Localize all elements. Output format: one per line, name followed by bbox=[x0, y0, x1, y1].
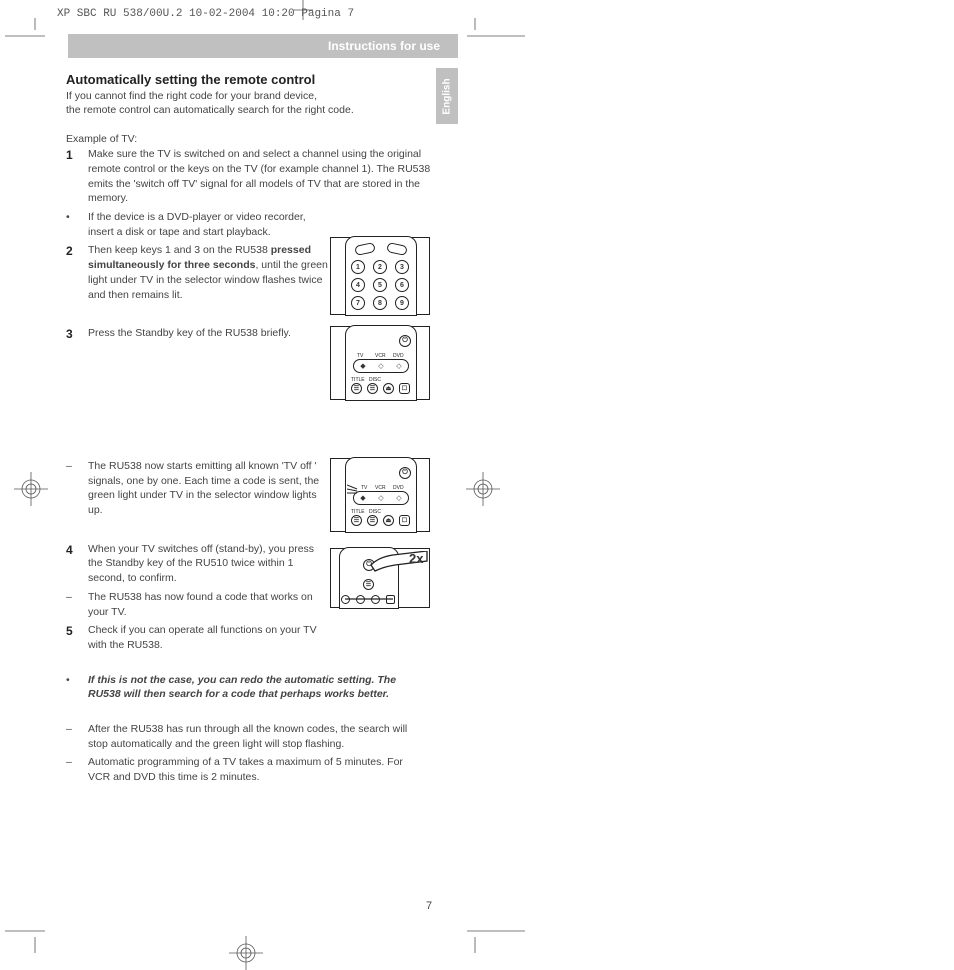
crop-mark-tr bbox=[455, 18, 525, 43]
keypad-1: 1 bbox=[351, 260, 365, 274]
dash-icon: – bbox=[66, 590, 88, 605]
header-bar-title: Instructions for use bbox=[328, 39, 440, 53]
remote-illustration-keypad: 1 2 3 4 5 6 7 8 9 bbox=[330, 237, 430, 315]
step-5-text: Check if you can operate all functions o… bbox=[88, 623, 328, 652]
step-4b-text: The RU538 has now found a code that work… bbox=[88, 590, 328, 619]
step-2-num: 2 bbox=[66, 243, 88, 260]
step-4-num: 4 bbox=[66, 542, 88, 559]
crop-mark-tl bbox=[5, 18, 55, 43]
language-label: English bbox=[442, 78, 453, 114]
section-title: Automatically setting the remote control bbox=[66, 72, 436, 87]
end-2-text: Automatic programming of a TV takes a ma… bbox=[88, 755, 408, 784]
example-label: Example of TV: bbox=[66, 133, 436, 145]
bullet-icon: • bbox=[66, 210, 88, 225]
content-body: Automatically setting the remote control… bbox=[66, 72, 436, 789]
dash-icon: – bbox=[66, 722, 88, 737]
remote-illustration-standby: ⏻ TV VCR DVD ◆◇◇ TITLE DISC ☰ ☰ ⏏ ☐ bbox=[330, 326, 430, 400]
keypad-8: 8 bbox=[373, 296, 387, 310]
note-text: If this is not the case, you can redo th… bbox=[88, 673, 408, 702]
dash-icon: – bbox=[66, 755, 88, 770]
keypad-7: 7 bbox=[351, 296, 365, 310]
intro-text: If you cannot find the right code for yo… bbox=[66, 89, 436, 117]
remote-illustration-confirm: ⏻ ☰ 2x bbox=[330, 548, 430, 608]
keypad-2: 2 bbox=[373, 260, 387, 274]
keypad-3: 3 bbox=[395, 260, 409, 274]
step-3-num: 3 bbox=[66, 326, 88, 343]
keypad-6: 6 bbox=[395, 278, 409, 292]
step-2-text: Then keep keys 1 and 3 on the RU538 pres… bbox=[88, 243, 328, 302]
step-2-text-a: Then keep keys 1 and 3 on the RU538 bbox=[88, 244, 271, 256]
crop-mark-bl bbox=[5, 923, 55, 953]
step-1b-text: If the device is a DVD-player or video r… bbox=[88, 210, 328, 239]
step-1-num: 1 bbox=[66, 147, 88, 164]
registration-mark-bottom bbox=[229, 936, 263, 970]
note-item: • If this is not the case, you can redo … bbox=[66, 673, 436, 702]
bullet-icon: • bbox=[66, 673, 88, 688]
header-bar: Instructions for use bbox=[68, 34, 458, 58]
step-1-text: Make sure the TV is switched on and sele… bbox=[88, 147, 436, 206]
dash-icon: – bbox=[66, 459, 88, 474]
standby-button-icon: ⏻ bbox=[399, 467, 411, 479]
intro-line-2: the remote control can automatically sea… bbox=[66, 104, 354, 116]
keypad-4: 4 bbox=[351, 278, 365, 292]
step-3b-text: The RU538 now starts emitting all known … bbox=[88, 459, 328, 518]
end-1-text: After the RU538 has run through all the … bbox=[88, 722, 428, 751]
end-2: – Automatic programming of a TV takes a … bbox=[66, 755, 436, 784]
crop-mark-br bbox=[455, 923, 525, 953]
step-4-text: When your TV switches off (stand-by), yo… bbox=[88, 542, 328, 586]
step-5-num: 5 bbox=[66, 623, 88, 640]
keypad-5: 5 bbox=[373, 278, 387, 292]
press-count-label: 2x bbox=[409, 551, 423, 566]
connector-line bbox=[341, 593, 397, 605]
keypad-9: 9 bbox=[395, 296, 409, 310]
standby-button-icon: ⏻ bbox=[399, 335, 411, 347]
registration-mark-left bbox=[14, 472, 48, 506]
end-1: – After the RU538 has run through all th… bbox=[66, 722, 436, 751]
title-label: TITLE bbox=[351, 509, 365, 515]
registration-mark-right bbox=[466, 472, 500, 506]
intro-line-1: If you cannot find the right code for yo… bbox=[66, 90, 317, 102]
page-number: 7 bbox=[426, 900, 432, 912]
crosshair-top bbox=[293, 0, 313, 20]
language-tab: English bbox=[436, 68, 458, 124]
title-label: TITLE bbox=[351, 377, 365, 383]
step-3-text: Press the Standby key of the RU538 brief… bbox=[88, 326, 328, 341]
step-1: 1 Make sure the TV is switched on and se… bbox=[66, 147, 436, 206]
remote-illustration-emitting: ⏻ TV VCR DVD ◆◇◇ TITLE DISC ☰ ☰ ⏏ ☐ bbox=[330, 458, 430, 532]
step-5: 5 Check if you can operate all functions… bbox=[66, 623, 436, 652]
